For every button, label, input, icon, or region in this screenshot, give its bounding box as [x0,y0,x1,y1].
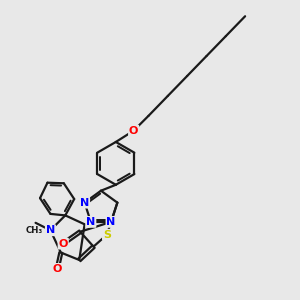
Text: CH₃: CH₃ [26,226,43,236]
Text: N: N [80,198,89,208]
Text: O: O [52,264,62,274]
Text: O: O [129,126,138,136]
Text: N: N [86,217,95,227]
Text: O: O [58,238,68,249]
Text: N: N [46,225,55,235]
Text: N: N [106,217,116,227]
Text: S: S [103,230,111,240]
